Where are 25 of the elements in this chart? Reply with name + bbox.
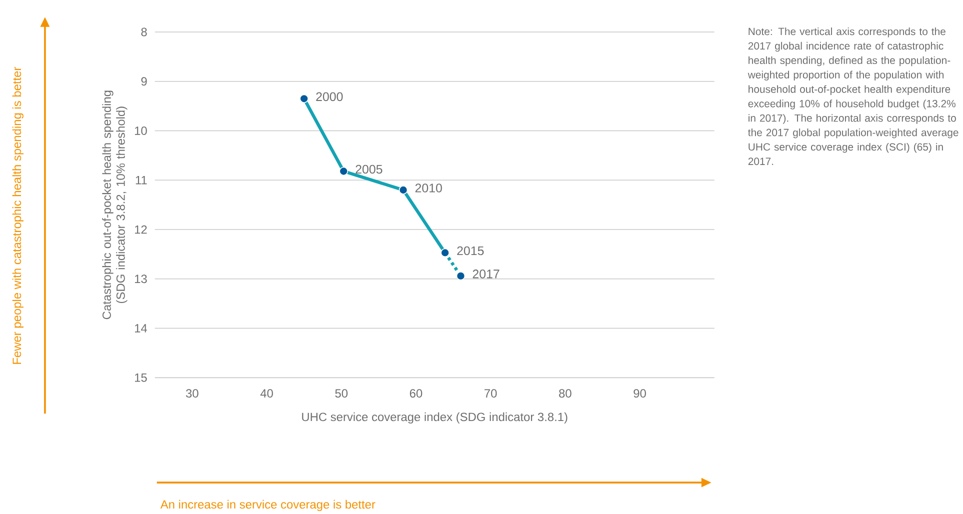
y-axis-title: Catastrophic out-of-pocket health spending (SDG indicator 3.8.2, 10% threshold) bbox=[102, 90, 128, 319]
x-axis-title: UHC service coverage index (SDG indicator 3.8.1) bbox=[302, 412, 568, 424]
y-tick-label: 8 bbox=[141, 28, 147, 36]
y-tick-label: 15 bbox=[134, 373, 147, 382]
annotation: 2000 bbox=[316, 92, 343, 101]
text: An increase in service coverage is better bbox=[160, 500, 376, 511]
y-tick-label: 12 bbox=[134, 225, 147, 234]
y-tick-label: 13 bbox=[134, 274, 147, 283]
annotation: 2015 bbox=[457, 246, 484, 255]
text: Fewer people with catastrophic health spending is better bbox=[12, 66, 24, 364]
x-tick-label: 50 bbox=[335, 388, 348, 398]
x-tick-label: 70 bbox=[484, 388, 497, 398]
x-tick-label: 60 bbox=[410, 388, 422, 398]
y-tick-label: 14 bbox=[134, 324, 148, 332]
x-tick-label: 80 bbox=[559, 388, 572, 398]
x-tick-label: 30 bbox=[186, 388, 198, 398]
y-tick-label: 11 bbox=[136, 176, 147, 184]
y-tick-label: 9 bbox=[141, 76, 147, 86]
x-tick-label: 40 bbox=[260, 388, 273, 398]
annotation: 2005 bbox=[356, 164, 382, 174]
annotation: 2017 bbox=[472, 269, 500, 278]
y-tick-label: 10 bbox=[134, 126, 147, 135]
x-tick-label: 90 bbox=[634, 388, 646, 398]
annotation: 2010 bbox=[415, 183, 442, 192]
text: Note: The vertical axis corresponds to the 2017 global incidence rate of catastrophic health spending, defined as the population-weighted proportion of the population with household out-of-pocket health expenditure exceeding 10% of household budget (13.2% in 2017). The horizontal axis corresponds to the 2017 global population-weighted average UHC service coverage index (SCI) (65) in 2017. bbox=[748, 27, 958, 165]
